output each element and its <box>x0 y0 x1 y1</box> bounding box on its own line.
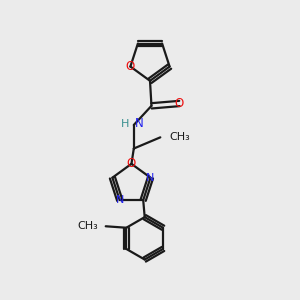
Text: N: N <box>116 195 124 205</box>
Text: H: H <box>122 119 130 129</box>
Text: O: O <box>126 60 135 73</box>
Text: CH₃: CH₃ <box>169 132 190 142</box>
Text: O: O <box>175 97 184 110</box>
Text: CH₃: CH₃ <box>78 221 98 231</box>
Text: O: O <box>127 157 136 170</box>
Text: N: N <box>146 173 155 183</box>
Text: N: N <box>135 117 143 130</box>
